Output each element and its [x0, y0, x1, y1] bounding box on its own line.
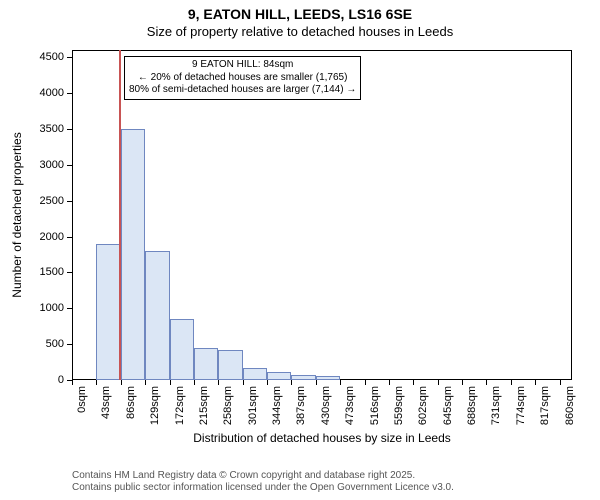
y-tick: [67, 57, 72, 58]
x-tick: [486, 380, 487, 385]
x-tick: [72, 380, 73, 385]
x-tick-label: 860sqm: [564, 386, 576, 425]
x-tick: [462, 380, 463, 385]
histogram-bar: [291, 375, 315, 380]
footer-line-1: Contains HM Land Registry data © Crown c…: [72, 470, 454, 482]
x-tick: [121, 380, 122, 385]
y-tick-label: 2000: [40, 231, 64, 243]
x-tick-label: 774sqm: [515, 386, 527, 425]
x-tick-label: 430sqm: [320, 386, 332, 425]
x-tick: [438, 380, 439, 385]
histogram-bar: [316, 376, 340, 380]
y-tick-label: 3000: [40, 159, 64, 171]
y-tick: [67, 308, 72, 309]
x-axis-title: Distribution of detached houses by size …: [72, 431, 572, 445]
x-tick: [511, 380, 512, 385]
x-tick-label: 215sqm: [198, 386, 210, 425]
x-tick-label: 301sqm: [247, 386, 259, 425]
annotation-line-2: ← 20% of detached houses are smaller (1,…: [129, 72, 356, 85]
x-tick: [267, 380, 268, 385]
annotation-box: 9 EATON HILL: 84sqm ← 20% of detached ho…: [124, 56, 361, 100]
x-tick: [389, 380, 390, 385]
x-tick: [340, 380, 341, 385]
y-tick: [67, 93, 72, 94]
x-tick-label: 344sqm: [271, 386, 283, 425]
y-axis-title: Number of detached properties: [10, 132, 24, 297]
y-tick-label: 3500: [40, 123, 64, 135]
histogram-bar: [121, 129, 145, 380]
x-tick: [413, 380, 414, 385]
x-tick: [145, 380, 146, 385]
histogram-bar: [96, 244, 120, 380]
x-tick: [243, 380, 244, 385]
y-tick: [67, 344, 72, 345]
y-tick-label: 0: [58, 374, 64, 386]
y-tick: [67, 129, 72, 130]
y-tick-label: 4000: [40, 87, 64, 99]
y-tick: [67, 201, 72, 202]
y-tick-label: 2500: [40, 195, 64, 207]
x-tick-label: 0sqm: [76, 386, 88, 413]
y-tick: [67, 272, 72, 273]
footer-line-2: Contains public sector information licen…: [72, 482, 454, 494]
histogram-bar: [170, 319, 194, 380]
y-tick-label: 1500: [40, 266, 64, 278]
x-tick: [560, 380, 561, 385]
x-tick-label: 387sqm: [295, 386, 307, 425]
x-tick-label: 817sqm: [539, 386, 551, 425]
x-tick-label: 172sqm: [174, 386, 186, 425]
chart-title-line2: Size of property relative to detached ho…: [0, 24, 600, 39]
x-tick-label: 731sqm: [490, 386, 502, 425]
y-tick: [67, 165, 72, 166]
property-size-marker-line: [119, 50, 121, 380]
x-tick: [365, 380, 366, 385]
x-tick-label: 86sqm: [125, 386, 137, 419]
x-tick: [96, 380, 97, 385]
x-tick-label: 688sqm: [466, 386, 478, 425]
histogram-bar: [145, 251, 169, 380]
x-tick: [194, 380, 195, 385]
y-tick-label: 4500: [40, 51, 64, 63]
annotation-line-3: 80% of semi-detached houses are larger (…: [129, 84, 356, 97]
x-tick-label: 129sqm: [149, 386, 161, 425]
x-tick: [291, 380, 292, 385]
x-tick-label: 516sqm: [369, 386, 381, 425]
histogram-bar: [194, 348, 218, 380]
x-tick-label: 645sqm: [442, 386, 454, 425]
y-tick-label: 1000: [40, 302, 64, 314]
x-tick-label: 473sqm: [344, 386, 356, 425]
footer-text: Contains HM Land Registry data © Crown c…: [72, 470, 454, 494]
annotation-line-1: 9 EATON HILL: 84sqm: [129, 59, 356, 72]
chart-title-line1: 9, EATON HILL, LEEDS, LS16 6SE: [0, 6, 600, 22]
y-tick: [67, 237, 72, 238]
histogram-bar: [243, 368, 267, 380]
x-tick: [535, 380, 536, 385]
x-tick-label: 43sqm: [100, 386, 112, 419]
y-tick-label: 500: [46, 338, 64, 350]
x-tick: [218, 380, 219, 385]
x-tick-label: 602sqm: [417, 386, 429, 425]
x-tick: [170, 380, 171, 385]
x-tick-label: 559sqm: [393, 386, 405, 425]
histogram-bar: [267, 372, 291, 380]
x-tick: [316, 380, 317, 385]
histogram-bar: [218, 350, 242, 380]
x-tick-label: 258sqm: [222, 386, 234, 425]
chart-plot-area: 050010001500200025003000350040004500 0sq…: [72, 50, 572, 380]
